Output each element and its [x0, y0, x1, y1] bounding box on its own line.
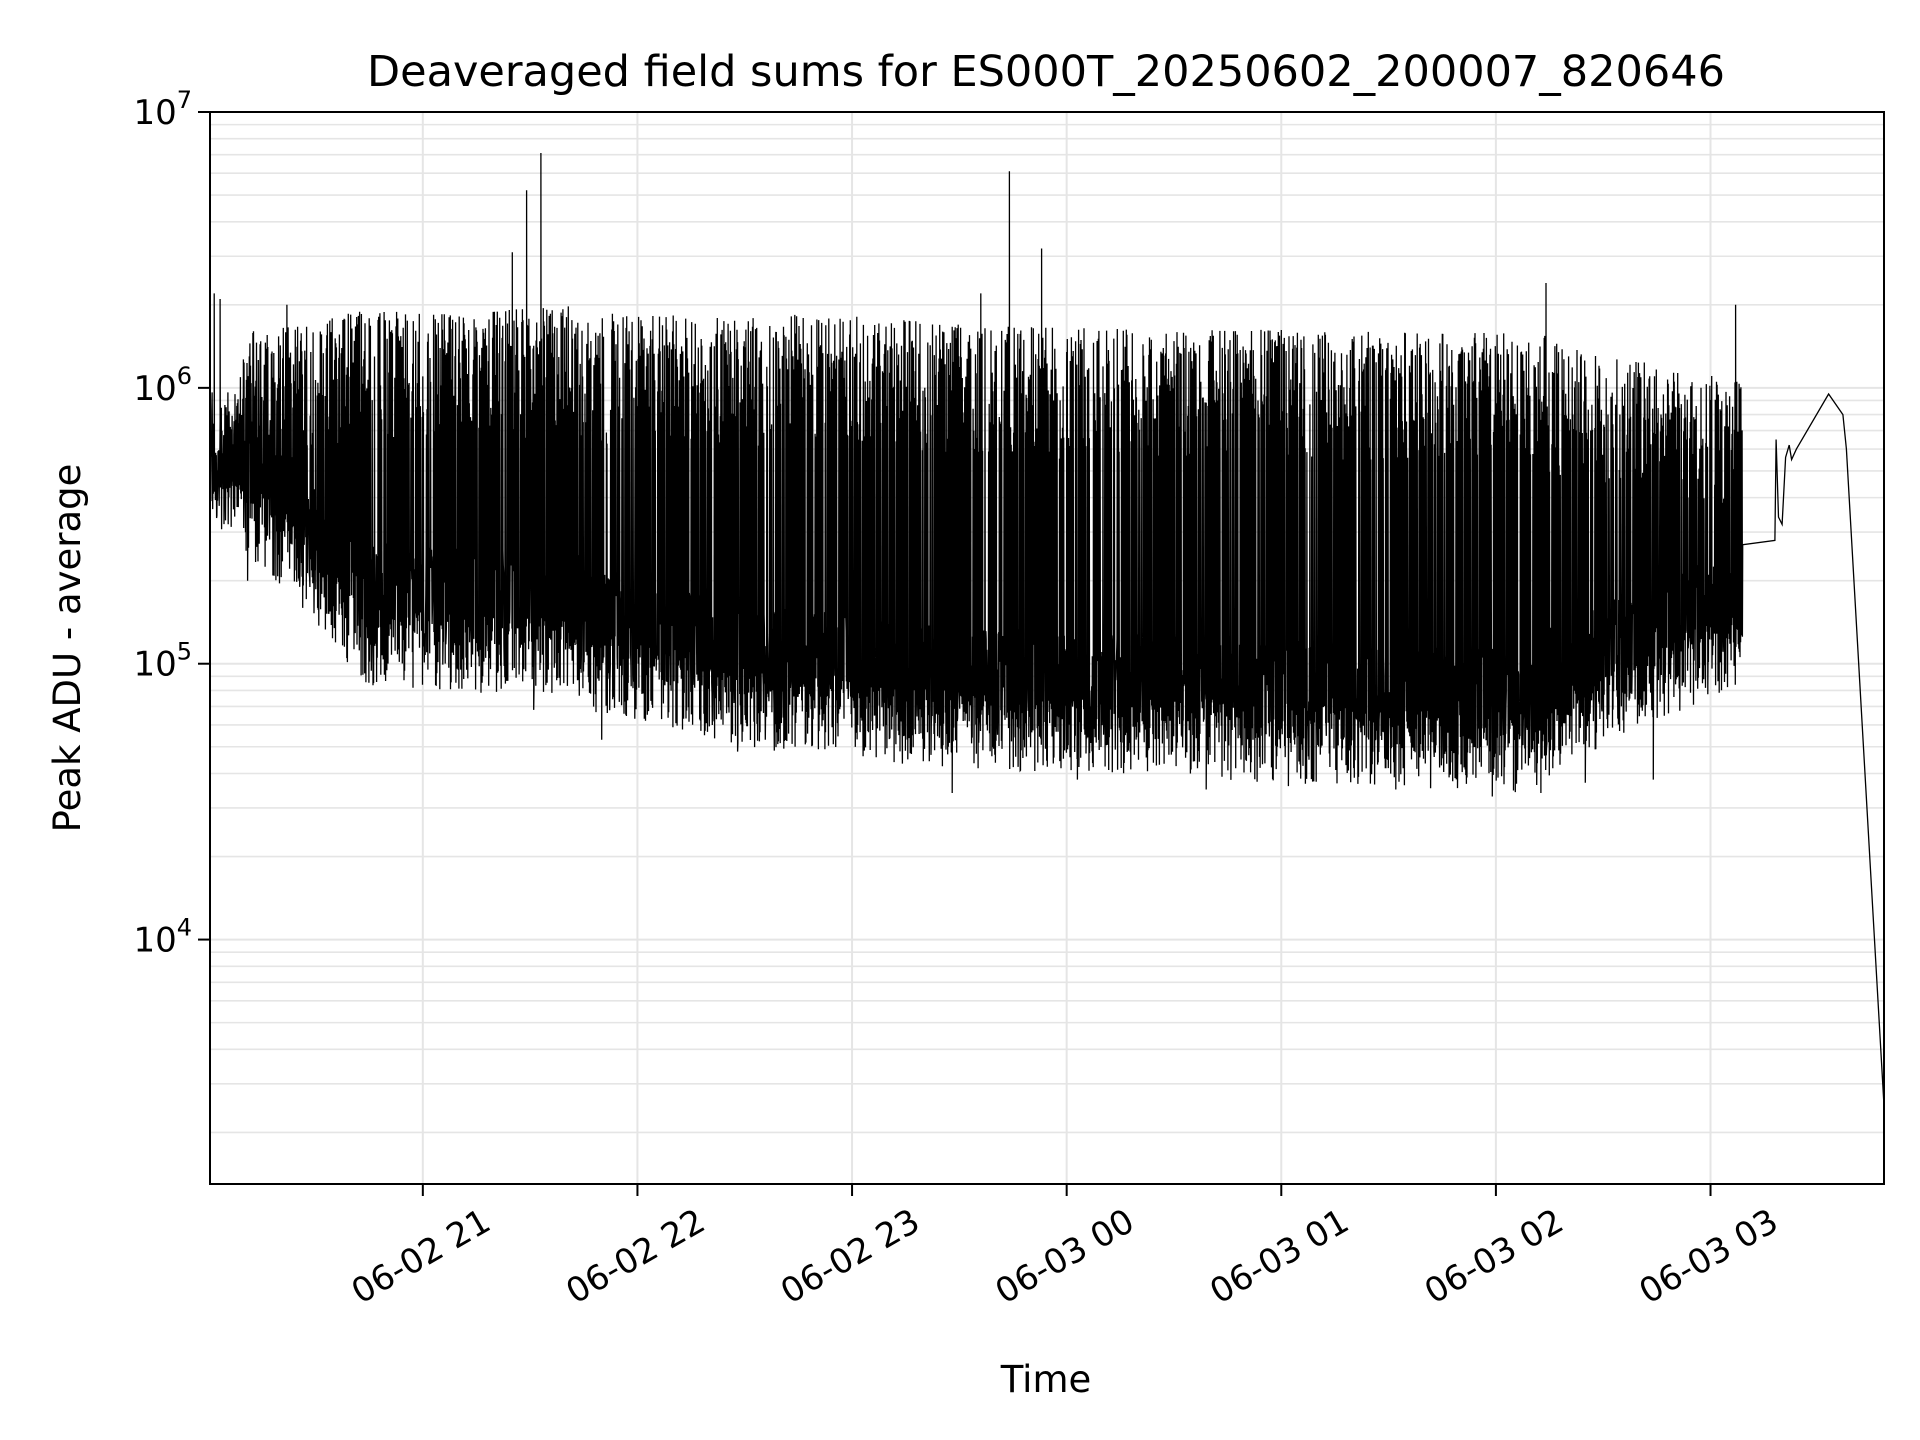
plot-area [210, 152, 1884, 1106]
y-tick-label: 105 [133, 638, 192, 685]
y-tick-label: 106 [133, 362, 192, 409]
chart-title: Deaveraged field sums for ES000T_2025060… [367, 47, 1725, 97]
y-axis: 104 105 106 107 [133, 86, 210, 961]
y-tick-label: 104 [133, 914, 192, 961]
series-line [210, 152, 1884, 1106]
y-tick-label: 107 [133, 86, 192, 133]
x-axis-label: Time [1000, 1358, 1092, 1401]
y-axis-label: Peak ADU - average [46, 464, 89, 833]
axes-frame [209, 111, 1885, 1185]
